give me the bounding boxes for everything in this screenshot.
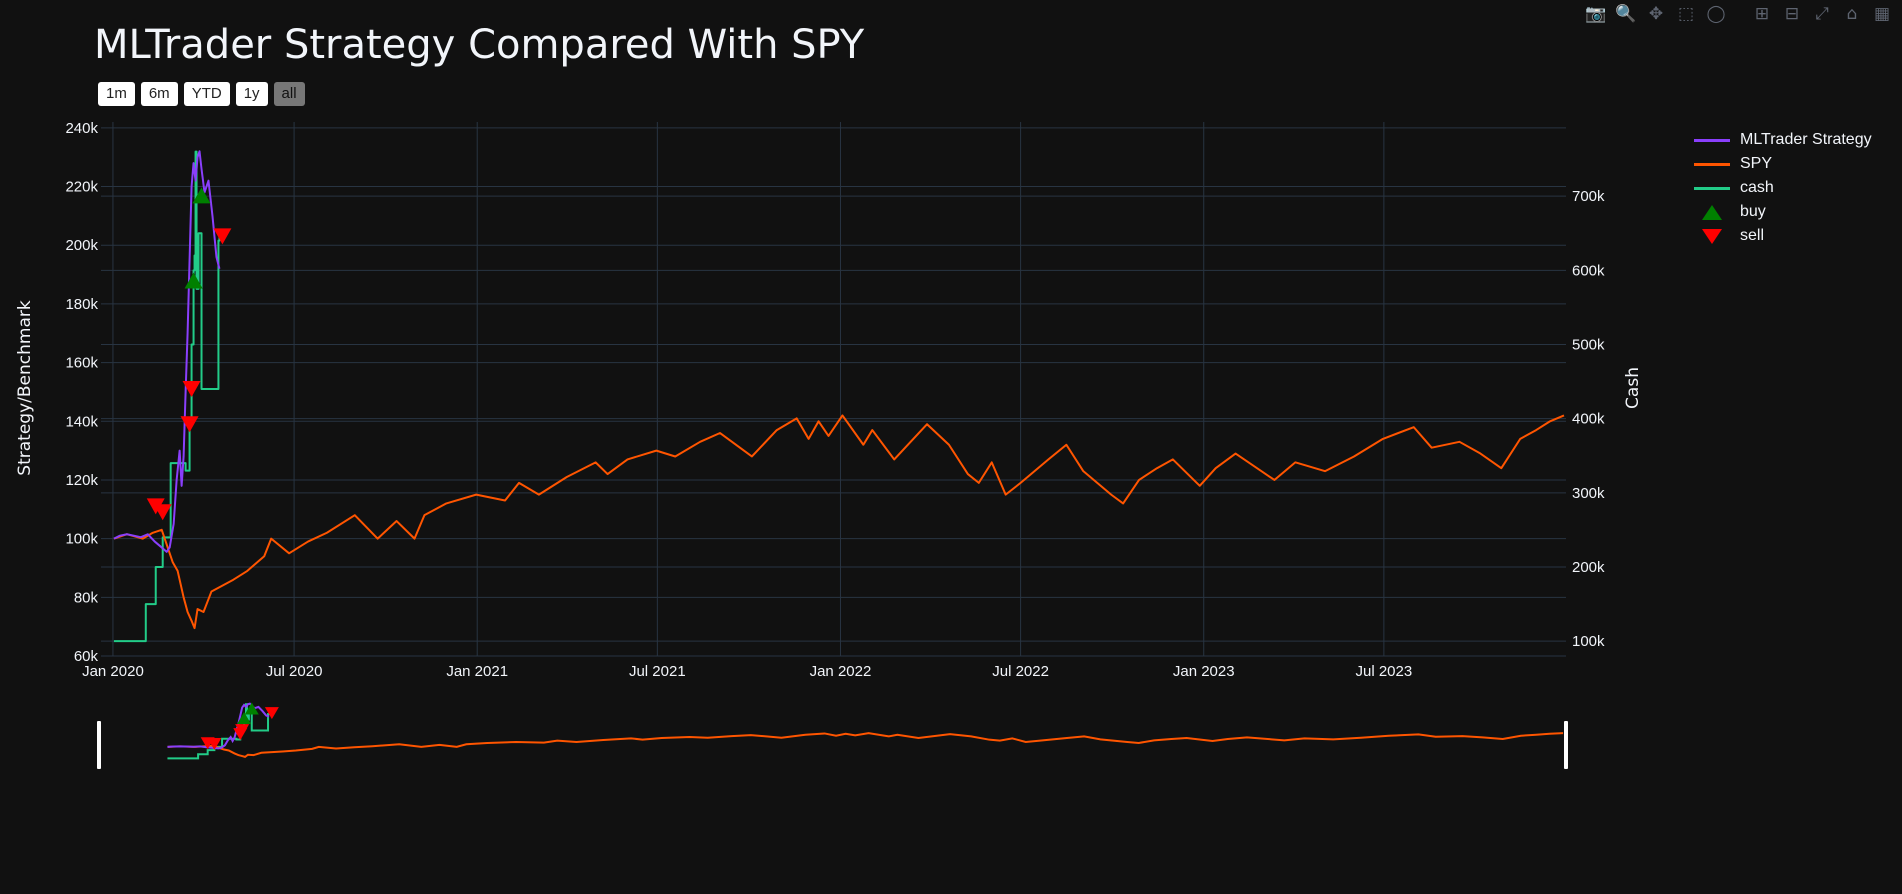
range-button-ytd[interactable]: YTD bbox=[183, 82, 230, 106]
y-tick-label: 60k bbox=[74, 648, 99, 665]
legend-swatch bbox=[1690, 154, 1734, 174]
legend-label: sell bbox=[1740, 227, 1765, 244]
legend: MLTrader Strategy SPY cash buy sell bbox=[1690, 128, 1872, 248]
buy-marker[interactable] bbox=[192, 187, 211, 204]
modebar: 📷 🔍 ✥ ⬚ ◯ ⊞ ⊟ ⤢ ⌂ ▦ bbox=[1584, 0, 1902, 26]
legend-swatch bbox=[1690, 226, 1734, 246]
zoom-icon[interactable]: 🔍 bbox=[1615, 4, 1637, 24]
legend-item-mltrader-strategy[interactable]: MLTrader Strategy bbox=[1690, 128, 1872, 152]
y2-tick-label: 700k bbox=[1572, 188, 1605, 205]
lasso-select-icon[interactable]: ◯ bbox=[1706, 4, 1726, 24]
slider-handle-left[interactable] bbox=[97, 721, 101, 769]
legend-swatch bbox=[1690, 130, 1734, 150]
legend-swatch bbox=[1690, 178, 1734, 198]
legend-symbol bbox=[1694, 162, 1730, 166]
legend-symbol bbox=[1702, 204, 1722, 220]
y2-tick-label: 300k bbox=[1572, 485, 1605, 502]
y-tick-label: 80k bbox=[74, 589, 99, 606]
y-axis-title: Strategy/Benchmark bbox=[15, 300, 35, 476]
y2-tick-label: 500k bbox=[1572, 337, 1605, 354]
sell-marker[interactable] bbox=[153, 504, 172, 521]
zoom-out-icon[interactable]: ⊟ bbox=[1784, 4, 1800, 24]
slider-buy-marker bbox=[244, 702, 259, 715]
grid bbox=[101, 122, 1566, 657]
legend-symbol bbox=[1694, 186, 1730, 190]
sell-marker[interactable] bbox=[213, 228, 232, 245]
x-tick-label: Jul 2022 bbox=[992, 663, 1049, 680]
y2-axis-title: Cash bbox=[1623, 367, 1643, 409]
legend-label: cash bbox=[1740, 179, 1774, 196]
legend-item-spy[interactable]: SPY bbox=[1690, 152, 1872, 176]
x-tick-label: Jan 2020 bbox=[82, 663, 144, 680]
plotly-logo-icon[interactable]: ▦ bbox=[1873, 4, 1891, 24]
chart-title: MLTrader Strategy Compared With SPY bbox=[94, 22, 865, 68]
legend-item-sell[interactable]: sell bbox=[1690, 224, 1872, 248]
range-button-6m[interactable]: 6m bbox=[140, 82, 178, 106]
series-line-cash[interactable] bbox=[113, 150, 221, 643]
zoom-in-icon[interactable]: ⊞ bbox=[1754, 4, 1770, 24]
x-tick-label: Jan 2021 bbox=[446, 663, 508, 680]
y-tick-label: 140k bbox=[65, 413, 98, 430]
legend-label: buy bbox=[1740, 203, 1766, 220]
range-button-1y[interactable]: 1y bbox=[235, 82, 268, 106]
legend-label: SPY bbox=[1740, 155, 1773, 172]
series-layer bbox=[113, 150, 1565, 643]
series-line-mltrader-strategy[interactable] bbox=[113, 150, 221, 553]
y-tick-label: 120k bbox=[65, 472, 98, 489]
y-tick-label: 200k bbox=[65, 237, 98, 254]
legend-item-buy[interactable]: buy bbox=[1690, 200, 1872, 224]
autoscale-icon[interactable]: ⤢ bbox=[1815, 4, 1829, 24]
camera-icon[interactable]: 📷 bbox=[1585, 4, 1607, 24]
y-tick-label: 160k bbox=[65, 355, 98, 372]
y2-tick-label: 600k bbox=[1572, 262, 1605, 279]
box-select-icon[interactable]: ⬚ bbox=[1677, 4, 1695, 24]
slider-sell-marker bbox=[207, 737, 222, 750]
series-line-spy[interactable] bbox=[113, 414, 1565, 630]
legend-swatch bbox=[1690, 202, 1734, 222]
legend-item-cash[interactable]: cash bbox=[1690, 176, 1872, 200]
range-button-1m[interactable]: 1m bbox=[98, 82, 135, 106]
range-slider[interactable] bbox=[97, 702, 1568, 769]
sell-marker[interactable] bbox=[180, 416, 199, 433]
slider-handle-right[interactable] bbox=[1564, 721, 1568, 769]
buy-marker[interactable] bbox=[184, 272, 203, 289]
x-tick-label: Jul 2023 bbox=[1356, 663, 1413, 680]
y-tick-label: 100k bbox=[65, 531, 98, 548]
y2-tick-label: 400k bbox=[1572, 411, 1605, 428]
legend-symbol bbox=[1694, 138, 1730, 142]
y2-tick-label: 200k bbox=[1572, 559, 1605, 576]
range-button-all[interactable]: all bbox=[273, 82, 305, 106]
y-tick-label: 240k bbox=[65, 120, 98, 137]
sell-marker[interactable] bbox=[182, 381, 201, 397]
legend-symbol bbox=[1702, 228, 1722, 244]
marker-layer bbox=[146, 187, 232, 521]
axes: Jan 2020 Jul 2020 Jan 2021 Jul 2021 Jan 2022… bbox=[65, 120, 1605, 680]
x-tick-label: Jan 2022 bbox=[810, 663, 872, 680]
slider-buy-marker bbox=[237, 712, 252, 725]
slider-sell-marker bbox=[264, 707, 279, 720]
slider-line-spy bbox=[167, 732, 1564, 758]
x-tick-label: Jul 2021 bbox=[629, 663, 686, 680]
reset-axes-icon[interactable]: ⌂ bbox=[1846, 4, 1858, 24]
legend-label: MLTrader Strategy bbox=[1740, 131, 1872, 148]
y-tick-label: 220k bbox=[65, 179, 98, 196]
slider-sell-marker bbox=[235, 724, 250, 737]
x-tick-label: Jul 2020 bbox=[266, 663, 323, 680]
pan-icon[interactable]: ✥ bbox=[1648, 4, 1664, 24]
y2-tick-label: 100k bbox=[1572, 633, 1605, 650]
x-tick-label: Jan 2023 bbox=[1173, 663, 1235, 680]
range-selector: 1m 6m YTD 1y all bbox=[98, 82, 305, 106]
y-tick-label: 180k bbox=[65, 296, 98, 313]
